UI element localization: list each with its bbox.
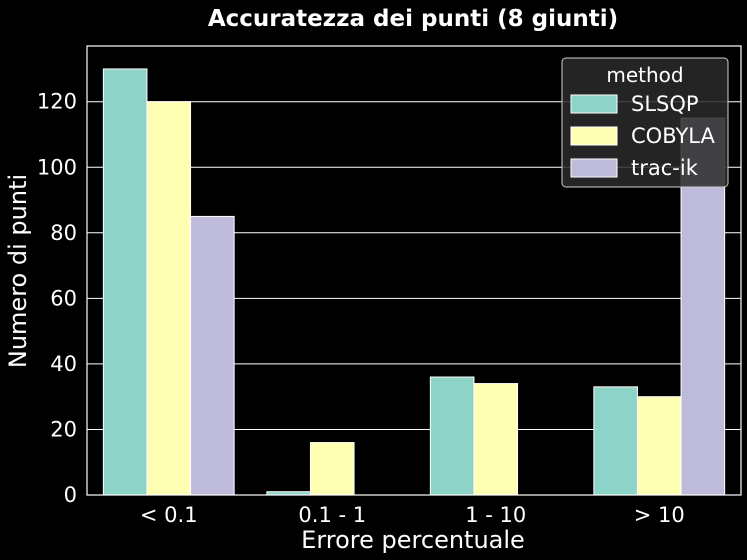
y-axis-label: Numero di punti xyxy=(4,174,32,368)
bar-cobyla-1 xyxy=(309,442,355,496)
y-axis-ticks: 0 20 40 60 80 100 120 xyxy=(37,90,77,507)
y-tick-label: 80 xyxy=(50,221,77,245)
x-tick-label: < 0.1 xyxy=(140,503,198,527)
x-tick-label: 1 - 10 xyxy=(465,503,526,527)
bar-cobyla-0 xyxy=(146,101,192,496)
x-axis-ticks: < 0.1 0.1 - 1 1 - 10 > 10 xyxy=(140,503,685,527)
legend: method SLSQP COBYLA trac-ik xyxy=(561,57,729,188)
y-tick-label: 120 xyxy=(37,90,77,114)
legend-swatch-trac-ik xyxy=(570,158,618,178)
legend-label-trac-ik: trac-ik xyxy=(631,156,699,180)
legend-title: method xyxy=(606,63,683,87)
bars-group xyxy=(102,68,726,496)
y-tick-label: 40 xyxy=(50,352,77,376)
bar-cobyla-2 xyxy=(473,383,519,496)
bar-slsqp-2 xyxy=(429,376,475,496)
x-tick-label: > 10 xyxy=(634,503,685,527)
legend-label-cobyla: COBYLA xyxy=(631,124,715,148)
legend-swatch-cobyla xyxy=(570,126,618,146)
legend-box xyxy=(561,57,729,188)
bar-cobyla-3 xyxy=(636,396,682,496)
y-tick-label: 0 xyxy=(64,483,77,507)
legend-label-slsqp: SLSQP xyxy=(631,92,699,116)
bar-slsqp-3 xyxy=(593,386,638,496)
y-tick-label: 100 xyxy=(37,155,77,179)
chart-title: Accuratezza dei punti (8 giunti) xyxy=(208,6,618,32)
bar-slsqp-0 xyxy=(102,68,148,496)
bar-trac-ik-0 xyxy=(190,215,235,496)
x-tick-label: 0.1 - 1 xyxy=(298,503,366,527)
y-tick-label: 20 xyxy=(50,417,77,441)
x-axis-label: Errore percentuale xyxy=(301,526,525,554)
y-tick-label: 60 xyxy=(50,286,77,310)
legend-swatch-slsqp xyxy=(570,94,618,114)
plot-frame xyxy=(86,45,742,496)
